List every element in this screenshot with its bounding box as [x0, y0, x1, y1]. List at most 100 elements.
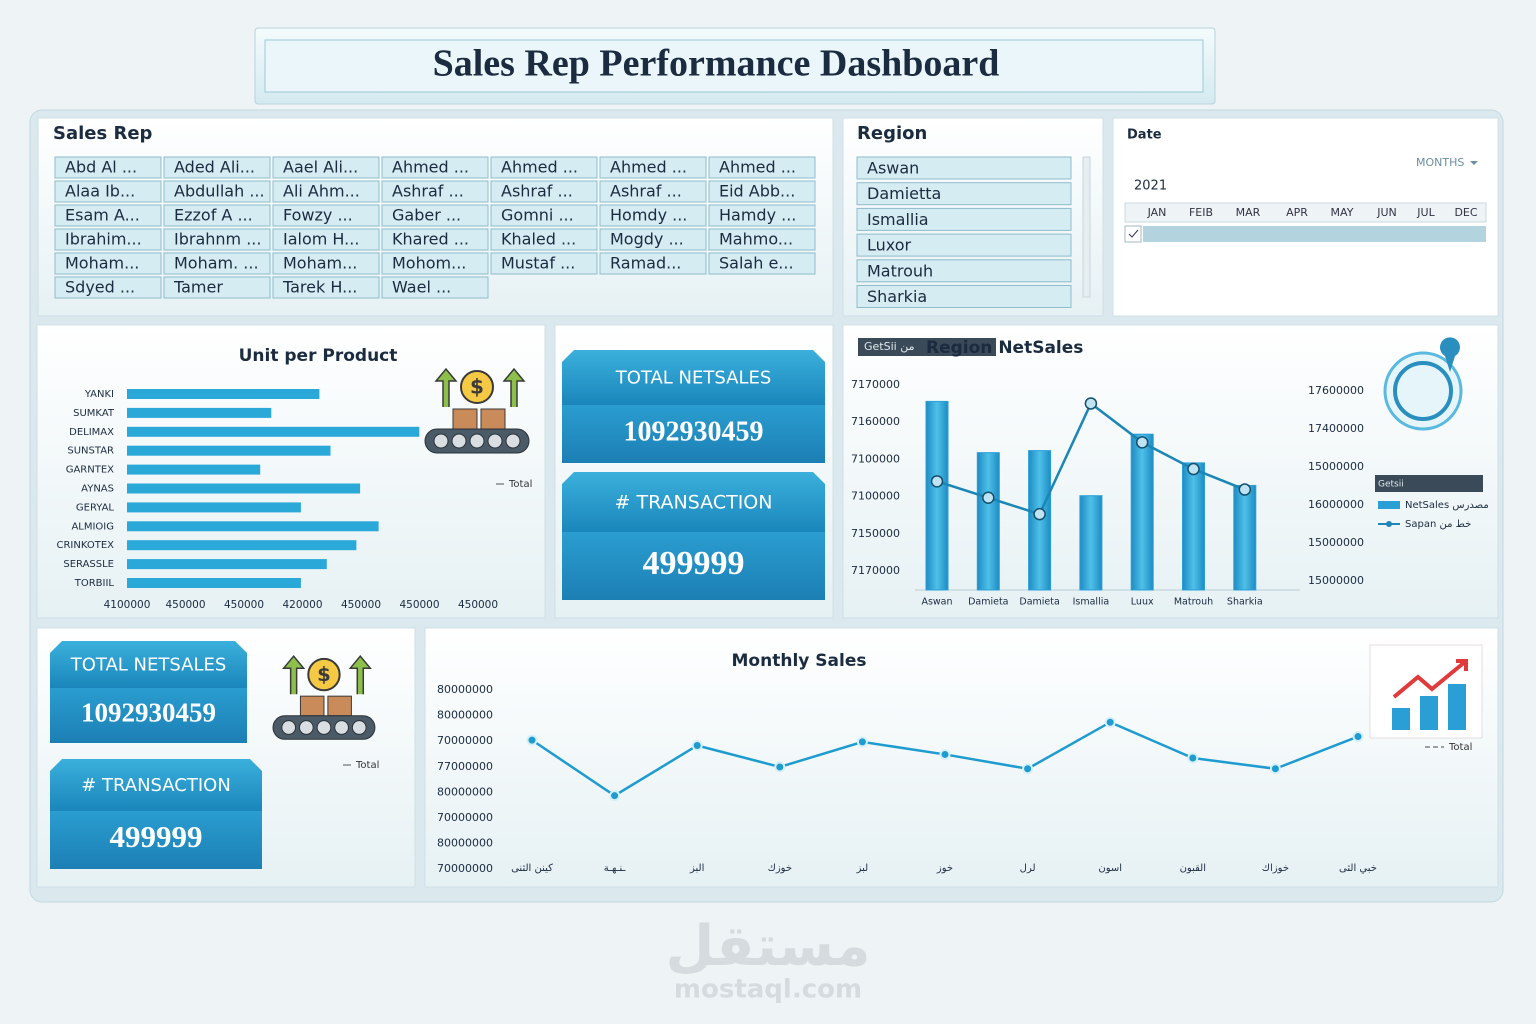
timeline-bar[interactable] — [1143, 226, 1486, 242]
y-tick-label: CRINKOTEX — [56, 540, 114, 551]
slicer-item[interactable] — [272, 276, 380, 299]
kpi-value-box — [562, 532, 825, 600]
slicer-item[interactable] — [381, 156, 489, 179]
scrollbar[interactable] — [1082, 156, 1091, 298]
slicer-item[interactable] — [708, 228, 816, 251]
slicer-item[interactable] — [54, 228, 162, 251]
icon — [351, 720, 367, 735]
bar — [1130, 433, 1154, 591]
slicer-item-label: Sharkia — [867, 287, 927, 306]
slicer-item[interactable] — [163, 156, 271, 179]
slicer-item[interactable] — [54, 276, 162, 299]
x-tick-label: Damieta — [968, 597, 1008, 608]
slicer-item[interactable] — [599, 156, 707, 179]
slicer-item-label: Ibrahnm ... — [174, 230, 261, 249]
month-label[interactable]: APR — [1286, 206, 1308, 219]
trend-icon — [1420, 696, 1438, 730]
point — [691, 739, 703, 751]
slicer-item-label: Salah e... — [719, 254, 794, 273]
trend-arrow — [1392, 659, 1468, 699]
bar — [1182, 462, 1205, 591]
slicer-item[interactable] — [708, 204, 816, 227]
kpi-value-box — [50, 688, 247, 743]
x-tick-label: 450000 — [224, 599, 264, 611]
x-tick-label: خبي الثى — [1339, 863, 1377, 874]
x-tick-label: القبون — [1180, 863, 1206, 874]
x-tick-label: Luux — [1131, 597, 1154, 608]
slicer-item[interactable] — [381, 204, 489, 227]
slicer-item[interactable] — [54, 180, 162, 203]
bar — [127, 559, 327, 570]
slicer-item[interactable] — [490, 156, 598, 179]
slicer-item[interactable] — [708, 252, 816, 275]
slicer-item[interactable] — [856, 182, 1072, 206]
icon — [487, 433, 503, 449]
y-tick-label: 70000000 — [437, 734, 493, 747]
slicer-item[interactable] — [163, 180, 271, 203]
point — [1084, 397, 1098, 410]
month-label[interactable]: JAN — [1147, 206, 1167, 219]
slicer-item[interactable] — [272, 180, 380, 203]
slicer-item[interactable] — [856, 207, 1072, 231]
slicer-item[interactable] — [490, 204, 598, 227]
slicer-item[interactable] — [490, 180, 598, 203]
slicer-item[interactable] — [54, 156, 162, 179]
y2-tick-label: 17600000 — [1308, 384, 1364, 397]
bar — [925, 400, 949, 591]
slicer-item-label: Abd Al ... — [65, 158, 137, 177]
slicer-item[interactable] — [381, 252, 489, 275]
slicer-item[interactable] — [599, 180, 707, 203]
timeline-check[interactable] — [1124, 225, 1142, 243]
slicer-item-label: Moham... — [283, 254, 357, 273]
bar — [127, 502, 301, 513]
slicer-item-label: Luxor — [867, 236, 912, 255]
slicer-item[interactable] — [272, 228, 380, 251]
slicer-item[interactable] — [490, 228, 598, 251]
slicer-item[interactable] — [272, 204, 380, 227]
slicer-item[interactable] — [856, 156, 1072, 180]
month-label[interactable]: JUN — [1376, 206, 1397, 219]
slicer-item[interactable] — [272, 252, 380, 275]
month-label[interactable]: DEC — [1454, 206, 1477, 219]
slicer-item[interactable] — [708, 180, 816, 203]
slicer-item[interactable] — [708, 156, 816, 179]
month-label[interactable]: MAR — [1236, 206, 1261, 219]
badge-text: GetSii من — [864, 340, 915, 353]
y-tick-label: 80000000 — [437, 837, 493, 850]
slicer-item[interactable] — [163, 252, 271, 275]
slicer-item[interactable] — [163, 228, 271, 251]
slicer-item[interactable] — [856, 285, 1072, 308]
slicer-item[interactable] — [381, 228, 489, 251]
y-tick-label: DELIMAX — [69, 427, 114, 438]
point — [856, 736, 868, 748]
slicer-item[interactable] — [163, 276, 271, 299]
month-label[interactable]: MAY — [1331, 206, 1354, 219]
slicer-item[interactable] — [490, 252, 598, 275]
bar — [127, 578, 301, 588]
legend-label: Total — [1448, 742, 1472, 753]
slicer-item[interactable] — [856, 259, 1072, 283]
slicer-item[interactable] — [599, 228, 707, 251]
slicer-item-label: Mahmo... — [719, 230, 793, 249]
date-level[interactable]: MONTHS — [1416, 156, 1464, 169]
slicer-item[interactable] — [856, 233, 1072, 257]
slicer-item[interactable] — [54, 252, 162, 275]
slicer-item[interactable] — [381, 276, 489, 299]
trend-icon — [1448, 684, 1466, 730]
point — [930, 475, 944, 488]
slicer-item[interactable] — [163, 204, 271, 227]
point — [1022, 763, 1034, 775]
slicer-item[interactable] — [54, 204, 162, 227]
slicer-item-label: Ashraf ... — [610, 182, 682, 201]
month-label[interactable]: FEIB — [1189, 206, 1213, 219]
slicer-item[interactable] — [599, 204, 707, 227]
point — [1033, 507, 1046, 521]
y-tick-label: TORBIIL — [74, 578, 115, 589]
slicer-item-label: Mogdy ... — [610, 230, 684, 249]
icon — [299, 695, 325, 717]
slicer-item[interactable] — [272, 156, 380, 179]
slicer-item[interactable] — [599, 252, 707, 275]
month-label[interactable]: JUL — [1416, 206, 1435, 219]
slicer-item[interactable] — [381, 180, 489, 203]
x-tick-label: 450000 — [165, 599, 205, 611]
